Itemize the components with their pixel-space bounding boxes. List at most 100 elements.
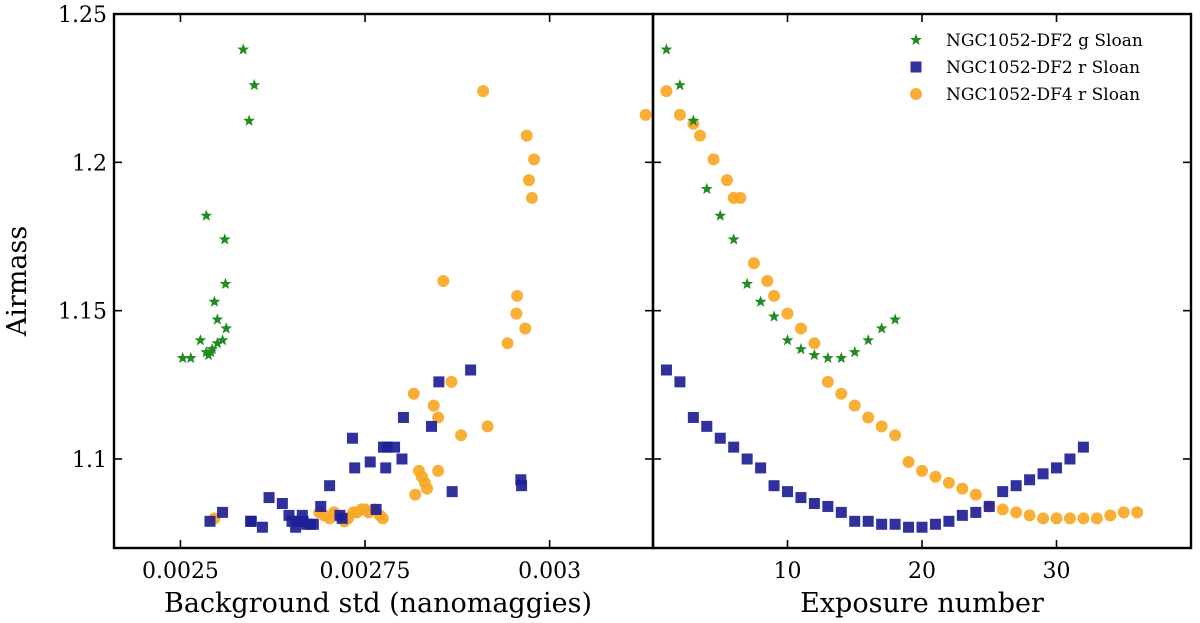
left-x-tick-label: 0.003 [518,559,581,584]
legend-entry-df2-r: NGC1052-DF2 r Sloan [910,58,1140,78]
right-square-point [1010,480,1022,492]
right-circle-point [875,420,888,433]
left-square-point [465,364,477,376]
right-circle-point [673,108,686,121]
left-circle-point [432,411,445,424]
right-square-point [903,521,915,533]
left-circle-point [409,488,422,501]
left-square-point [364,456,376,468]
left-square-point [389,441,401,453]
left-square-point [346,432,358,444]
left-square-point [324,480,336,492]
right-circle-point [835,387,848,400]
left-square-point [286,515,298,527]
right-circle-point [821,375,834,388]
right-square-point [1024,474,1036,486]
left-square-point [307,518,319,530]
left-star-point [211,337,224,349]
left-square-point [349,462,361,474]
left-circle-point [455,429,468,442]
right-square-point [970,506,982,518]
left-series-circle [208,85,652,528]
left-y-tick-label: 1.25 [58,3,107,28]
right-panel: 10 20 30 [651,12,1193,584]
left-y-tick-label: 1.1 [72,448,107,473]
right-square-point [795,492,807,504]
left-circle-point [519,322,532,335]
y-axis-label: Airmass [2,226,33,337]
left-square-point [396,453,408,465]
right-square-point [728,441,740,453]
right-star-point [700,182,713,195]
right-square-point [660,364,672,376]
right-x-tick-label: 10 [774,559,802,584]
right-circle-point [889,429,902,442]
legend-star-icon [910,33,922,46]
left-circle-point [481,420,494,433]
left-square-point [315,500,327,512]
left-star-point [219,277,232,289]
right-circle-point [768,289,781,302]
left-star-point [194,334,207,346]
right-square-point [714,432,726,444]
right-circle-point [781,307,794,320]
left-square-point [256,521,268,533]
right-circle-point [1050,512,1063,525]
right-circle-point [1077,512,1090,525]
right-square-point [741,453,753,465]
right-circle-point [1104,509,1117,522]
left-panel: 0.0025 0.00275 0.003 1.1 1.15 1.2 1.25 [58,3,655,584]
left-star-point [243,114,256,126]
right-square-point [943,515,955,527]
left-x-axis-label: Background std (nanomaggies) [164,588,592,619]
right-star-point [781,334,794,346]
right-square-point [849,515,861,527]
left-square-point [397,411,409,423]
left-circle-point [522,174,535,187]
right-circle-point [694,129,707,142]
right-square-point [1037,468,1049,480]
left-circle-point [639,108,652,121]
right-circle-point [956,482,969,495]
right-circle-point [929,470,942,483]
left-series-star [176,43,261,364]
right-circle-point [1090,512,1103,525]
left-circle-point [427,399,440,412]
left-square-point [290,521,302,533]
legend-label-df2-g: NGC1052-DF2 g Sloan [946,31,1143,51]
left-star-point [206,343,219,355]
left-star-point [200,209,213,221]
right-circle-point [761,275,774,287]
legend-entry-df2-g: NGC1052-DF2 g Sloan [910,31,1143,51]
right-square-point [929,518,941,530]
right-star-point [875,322,888,334]
left-star-point [218,233,231,245]
left-circle-point [528,153,541,166]
right-series-circle [660,85,1144,525]
left-circle-point [520,129,533,142]
right-circle-point [969,488,982,501]
left-square-point [204,515,216,527]
right-square-point [997,486,1009,498]
right-star-point [754,295,767,307]
left-x-tick-label: 0.0025 [142,559,219,584]
right-square-point [956,509,968,521]
right-circle-point [747,257,760,270]
left-circle-point [437,275,450,287]
left-circle-point [477,85,490,98]
right-square-point [755,462,767,474]
left-circle-point [407,387,420,400]
right-circle-point [720,174,733,187]
left-circle-point [510,307,523,320]
legend-star-marker [910,33,922,46]
legend-circle-marker [910,88,922,100]
left-y-tick-label: 1.15 [58,300,107,325]
right-star-point [727,233,740,245]
left-square-point [515,474,527,486]
left-circle-point [432,464,445,477]
right-star-point [862,334,875,346]
legend: NGC1052-DF2 g Sloan NGC1052-DF2 r Sloan … [910,31,1143,105]
left-square-point [217,506,229,518]
right-square-point [1051,462,1062,474]
